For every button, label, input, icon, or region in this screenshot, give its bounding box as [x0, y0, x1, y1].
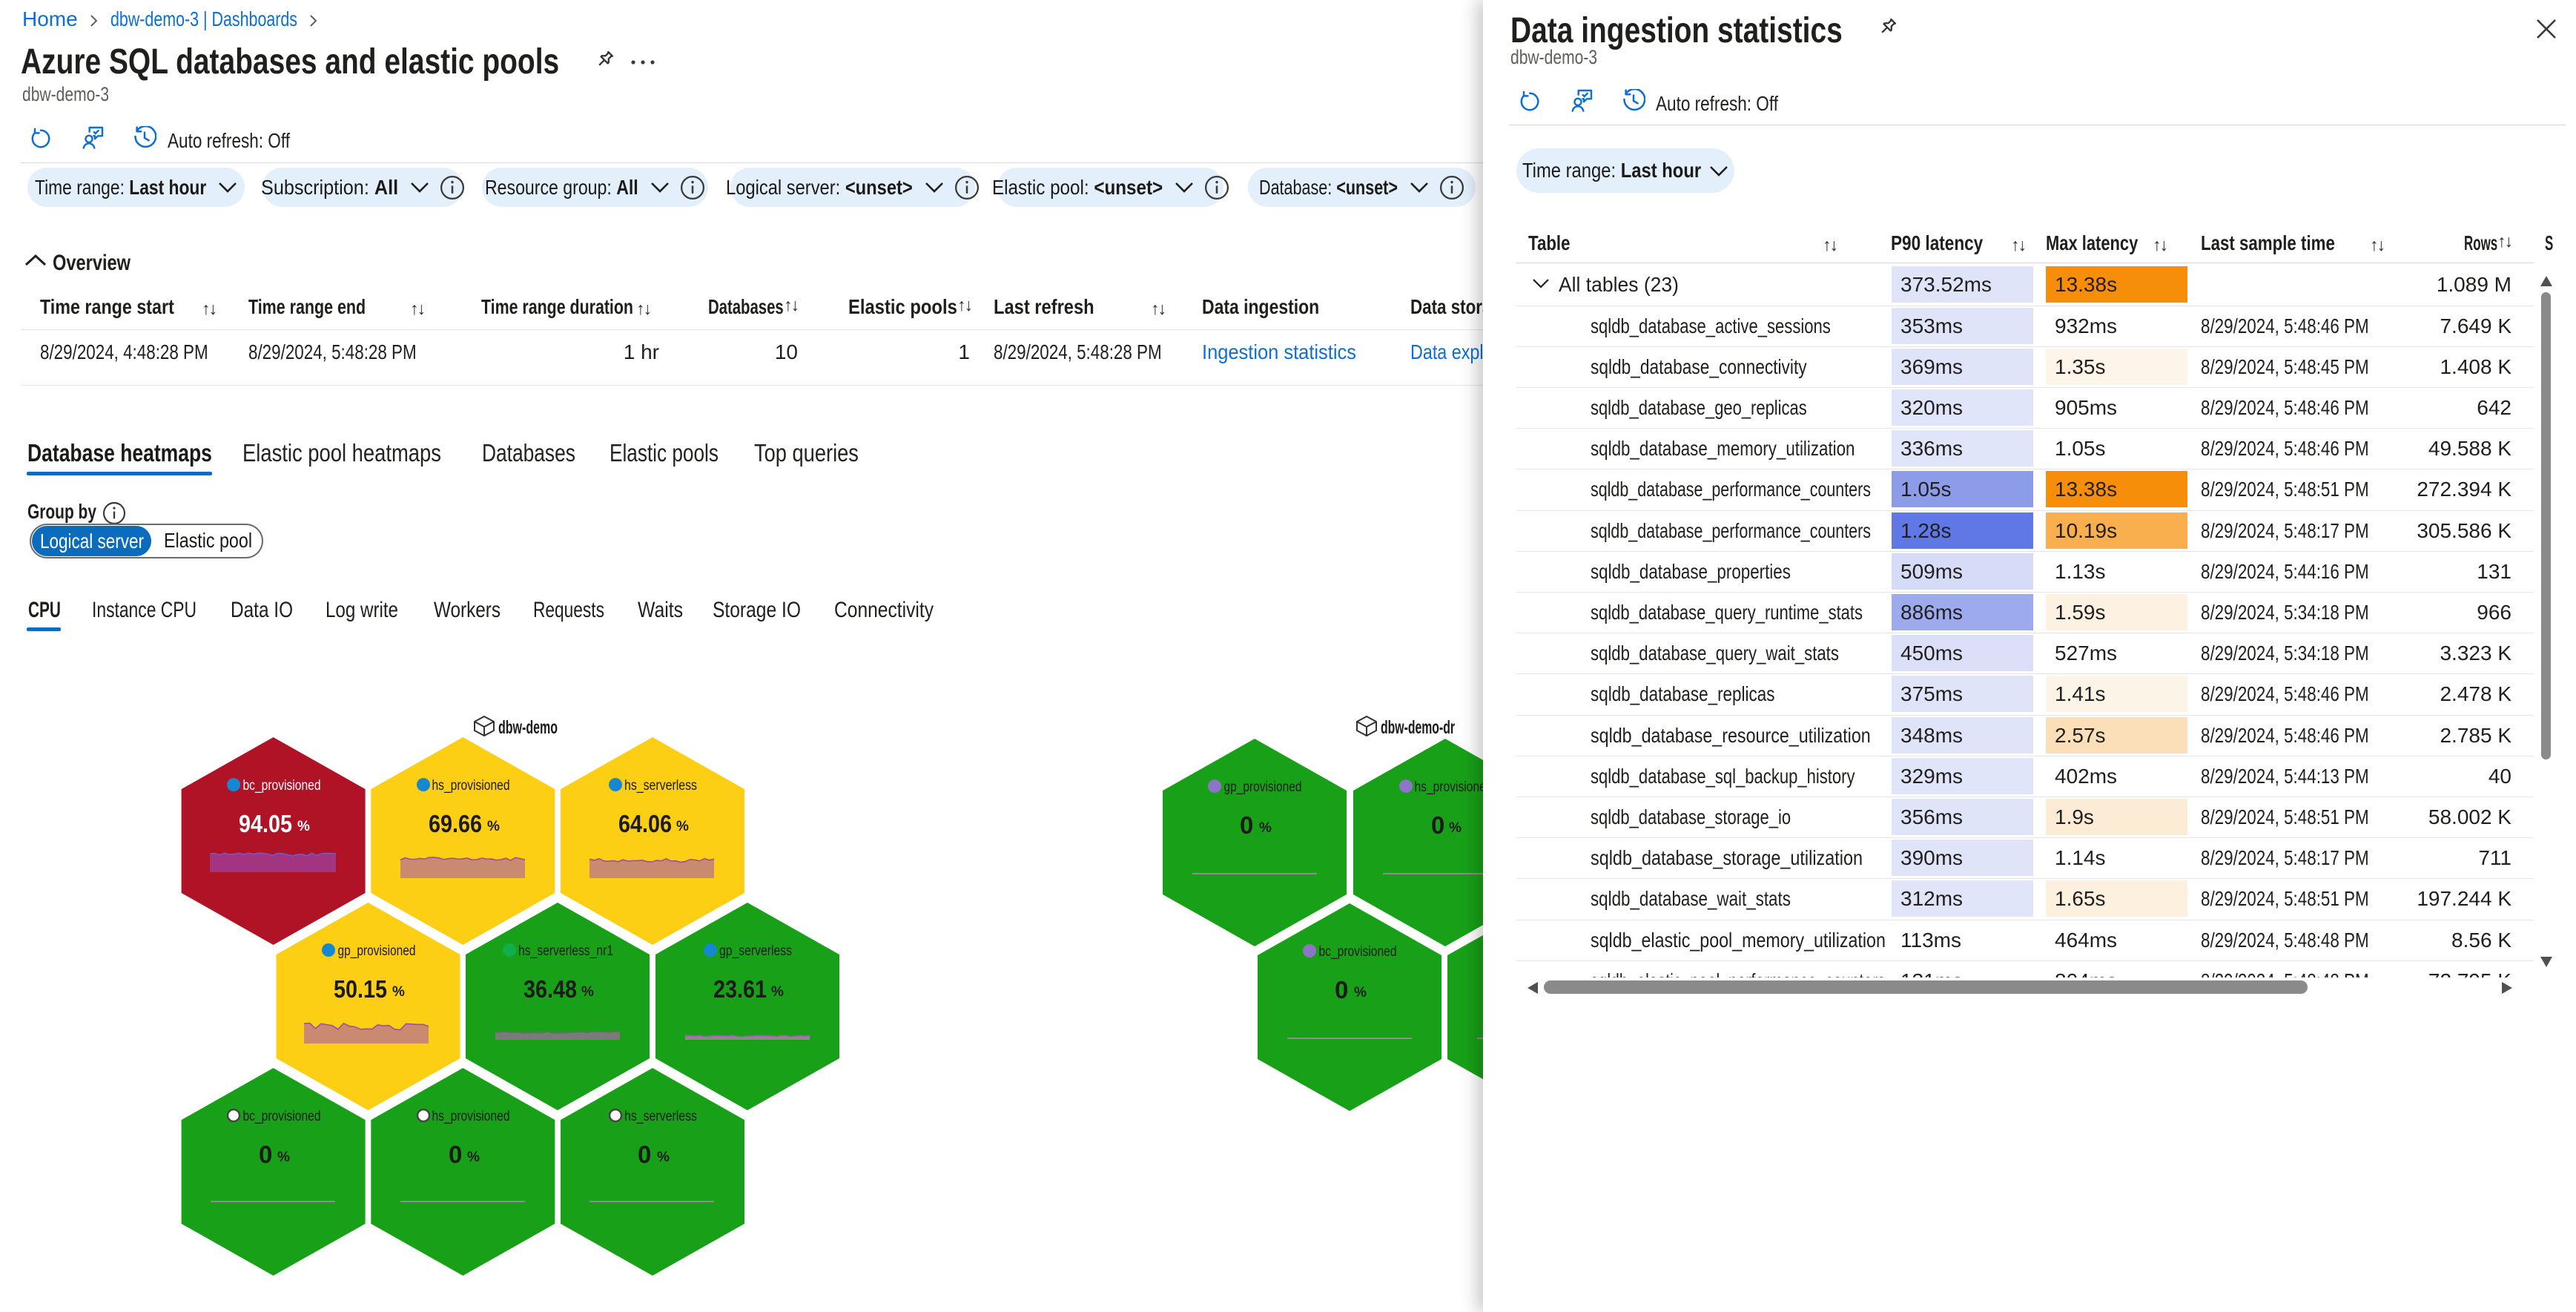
svg-text:dbw-demo: dbw-demo: [498, 717, 558, 738]
svg-text:94.05: 94.05: [239, 810, 292, 837]
svg-text:bc_provisioned: bc_provisioned: [243, 778, 321, 794]
svg-text:%: %: [1449, 820, 1462, 836]
svg-text:%: %: [277, 1150, 290, 1165]
svg-text:%: %: [1354, 985, 1367, 1001]
svg-text:hs_serverless_nr1: hs_serverless_nr1: [518, 943, 613, 959]
svg-text:64.06: 64.06: [618, 810, 672, 837]
svg-text:hs_provisioned: hs_provisioned: [432, 1109, 510, 1124]
svg-text:gp_provisioned: gp_provisioned: [338, 943, 416, 959]
svg-text:0: 0: [449, 1141, 462, 1168]
svg-text:%: %: [1259, 820, 1272, 836]
svg-text:hs_serverless: hs_serverless: [624, 778, 697, 794]
svg-text:%: %: [771, 984, 784, 1000]
svg-text:69.66: 69.66: [429, 810, 482, 837]
svg-text:23.61: 23.61: [713, 975, 767, 1003]
svg-text:%: %: [392, 984, 405, 1000]
svg-text:0: 0: [1240, 811, 1253, 839]
svg-text:0: 0: [1431, 811, 1444, 839]
svg-text:0: 0: [259, 1141, 272, 1168]
svg-text:gp_serverless: gp_serverless: [719, 943, 792, 959]
svg-text:%: %: [581, 984, 594, 1000]
svg-text:0: 0: [638, 1141, 651, 1168]
svg-text:dbw-demo-dr: dbw-demo-dr: [1381, 717, 1455, 738]
svg-text:bc_provisioned: bc_provisioned: [1319, 944, 1397, 960]
svg-text:%: %: [657, 1150, 670, 1165]
svg-text:gp_provisioned: gp_provisioned: [1224, 779, 1302, 795]
svg-text:%: %: [467, 1150, 480, 1165]
svg-text:bc_provisioned: bc_provisioned: [243, 1109, 321, 1124]
svg-text:%: %: [487, 819, 500, 834]
svg-text:hs_provisioned: hs_provisioned: [432, 778, 510, 794]
svg-text:%: %: [676, 819, 689, 834]
svg-text:36.48: 36.48: [524, 975, 577, 1003]
svg-text:%: %: [297, 819, 310, 834]
svg-text:hs_serverless: hs_serverless: [624, 1109, 697, 1124]
svg-text:0: 0: [1335, 976, 1348, 1003]
svg-text:hs_provisioned: hs_provisioned: [1415, 779, 1493, 795]
svg-text:50.15: 50.15: [334, 975, 387, 1003]
